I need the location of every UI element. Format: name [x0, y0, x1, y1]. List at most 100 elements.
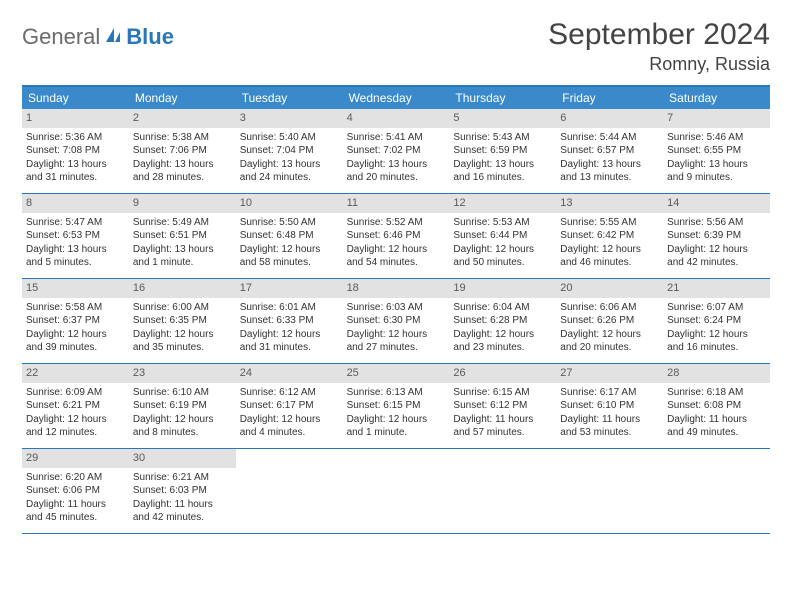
day-number: 2 — [129, 109, 236, 128]
sunrise-line: Sunrise: 6:07 AM — [667, 301, 766, 315]
sunrise-line: Sunrise: 5:50 AM — [240, 216, 339, 230]
sunset-line: Sunset: 6:12 PM — [453, 399, 552, 413]
day-cell: 21Sunrise: 6:07 AMSunset: 6:24 PMDayligh… — [663, 279, 770, 363]
sunrise-line: Sunrise: 6:01 AM — [240, 301, 339, 315]
sunrise-line: Sunrise: 6:15 AM — [453, 386, 552, 400]
header: General Blue September 2024 Romny, Russi… — [22, 18, 770, 75]
month-title: September 2024 — [548, 18, 770, 52]
day-cell: 23Sunrise: 6:10 AMSunset: 6:19 PMDayligh… — [129, 364, 236, 448]
daylight-line: Daylight: 11 hours and 49 minutes. — [667, 413, 766, 440]
sunset-line: Sunset: 6:08 PM — [667, 399, 766, 413]
day-cell: 24Sunrise: 6:12 AMSunset: 6:17 PMDayligh… — [236, 364, 343, 448]
sunset-line: Sunset: 6:10 PM — [560, 399, 659, 413]
sunset-line: Sunset: 6:51 PM — [133, 229, 232, 243]
week-row: 1Sunrise: 5:36 AMSunset: 7:08 PMDaylight… — [22, 109, 770, 194]
logo-text-blue: Blue — [126, 24, 174, 50]
day-number: 25 — [343, 364, 450, 383]
sunset-line: Sunset: 6:21 PM — [26, 399, 125, 413]
sunrise-line: Sunrise: 5:44 AM — [560, 131, 659, 145]
weekday-header: Tuesday — [236, 87, 343, 109]
sunrise-line: Sunrise: 6:09 AM — [26, 386, 125, 400]
day-number: 16 — [129, 279, 236, 298]
sunrise-line: Sunrise: 5:53 AM — [453, 216, 552, 230]
day-number: 28 — [663, 364, 770, 383]
sunrise-line: Sunrise: 6:12 AM — [240, 386, 339, 400]
sunset-line: Sunset: 6:33 PM — [240, 314, 339, 328]
sunrise-line: Sunrise: 6:20 AM — [26, 471, 125, 485]
daylight-line: Daylight: 13 hours and 5 minutes. — [26, 243, 125, 270]
day-number: 14 — [663, 194, 770, 213]
day-cell: 22Sunrise: 6:09 AMSunset: 6:21 PMDayligh… — [22, 364, 129, 448]
day-cell: 1Sunrise: 5:36 AMSunset: 7:08 PMDaylight… — [22, 109, 129, 193]
daylight-line: Daylight: 13 hours and 31 minutes. — [26, 158, 125, 185]
daylight-line: Daylight: 12 hours and 50 minutes. — [453, 243, 552, 270]
day-number: 1 — [22, 109, 129, 128]
daylight-line: Daylight: 12 hours and 4 minutes. — [240, 413, 339, 440]
sunrise-line: Sunrise: 5:36 AM — [26, 131, 125, 145]
sunset-line: Sunset: 6:42 PM — [560, 229, 659, 243]
day-empty — [343, 449, 450, 533]
sunrise-line: Sunrise: 6:13 AM — [347, 386, 446, 400]
daylight-line: Daylight: 11 hours and 45 minutes. — [26, 498, 125, 525]
day-number: 9 — [129, 194, 236, 213]
daylight-line: Daylight: 13 hours and 9 minutes. — [667, 158, 766, 185]
day-number: 17 — [236, 279, 343, 298]
sunrise-line: Sunrise: 6:10 AM — [133, 386, 232, 400]
sunset-line: Sunset: 6:35 PM — [133, 314, 232, 328]
sunrise-line: Sunrise: 6:04 AM — [453, 301, 552, 315]
day-number: 12 — [449, 194, 556, 213]
week-row: 22Sunrise: 6:09 AMSunset: 6:21 PMDayligh… — [22, 364, 770, 449]
daylight-line: Daylight: 12 hours and 27 minutes. — [347, 328, 446, 355]
sunrise-line: Sunrise: 6:18 AM — [667, 386, 766, 400]
sunset-line: Sunset: 6:26 PM — [560, 314, 659, 328]
day-cell: 14Sunrise: 5:56 AMSunset: 6:39 PMDayligh… — [663, 194, 770, 278]
daylight-line: Daylight: 12 hours and 54 minutes. — [347, 243, 446, 270]
day-empty — [556, 449, 663, 533]
sunset-line: Sunset: 6:53 PM — [26, 229, 125, 243]
sunrise-line: Sunrise: 5:49 AM — [133, 216, 232, 230]
day-cell: 7Sunrise: 5:46 AMSunset: 6:55 PMDaylight… — [663, 109, 770, 193]
day-number: 29 — [22, 449, 129, 468]
daylight-line: Daylight: 13 hours and 20 minutes. — [347, 158, 446, 185]
day-cell: 15Sunrise: 5:58 AMSunset: 6:37 PMDayligh… — [22, 279, 129, 363]
sunset-line: Sunset: 6:15 PM — [347, 399, 446, 413]
title-block: September 2024 Romny, Russia — [548, 18, 770, 75]
day-cell: 3Sunrise: 5:40 AMSunset: 7:04 PMDaylight… — [236, 109, 343, 193]
sunrise-line: Sunrise: 5:43 AM — [453, 131, 552, 145]
sunrise-line: Sunrise: 6:00 AM — [133, 301, 232, 315]
location: Romny, Russia — [548, 54, 770, 75]
daylight-line: Daylight: 12 hours and 1 minute. — [347, 413, 446, 440]
weekday-header: Friday — [556, 87, 663, 109]
sunrise-line: Sunrise: 5:56 AM — [667, 216, 766, 230]
day-cell: 2Sunrise: 5:38 AMSunset: 7:06 PMDaylight… — [129, 109, 236, 193]
day-number: 20 — [556, 279, 663, 298]
week-row: 15Sunrise: 5:58 AMSunset: 6:37 PMDayligh… — [22, 279, 770, 364]
daylight-line: Daylight: 11 hours and 53 minutes. — [560, 413, 659, 440]
day-number: 27 — [556, 364, 663, 383]
daylight-line: Daylight: 12 hours and 42 minutes. — [667, 243, 766, 270]
sunrise-line: Sunrise: 5:46 AM — [667, 131, 766, 145]
sunset-line: Sunset: 6:37 PM — [26, 314, 125, 328]
day-cell: 29Sunrise: 6:20 AMSunset: 6:06 PMDayligh… — [22, 449, 129, 533]
day-cell: 13Sunrise: 5:55 AMSunset: 6:42 PMDayligh… — [556, 194, 663, 278]
sunrise-line: Sunrise: 5:55 AM — [560, 216, 659, 230]
sunrise-line: Sunrise: 6:03 AM — [347, 301, 446, 315]
weekday-header: Saturday — [663, 87, 770, 109]
day-cell: 10Sunrise: 5:50 AMSunset: 6:48 PMDayligh… — [236, 194, 343, 278]
week-row: 29Sunrise: 6:20 AMSunset: 6:06 PMDayligh… — [22, 449, 770, 534]
sunset-line: Sunset: 7:06 PM — [133, 144, 232, 158]
day-number: 11 — [343, 194, 450, 213]
week-row: 8Sunrise: 5:47 AMSunset: 6:53 PMDaylight… — [22, 194, 770, 279]
day-cell: 27Sunrise: 6:17 AMSunset: 6:10 PMDayligh… — [556, 364, 663, 448]
sunset-line: Sunset: 6:28 PM — [453, 314, 552, 328]
day-number: 3 — [236, 109, 343, 128]
day-number: 26 — [449, 364, 556, 383]
daylight-line: Daylight: 13 hours and 24 minutes. — [240, 158, 339, 185]
day-number: 18 — [343, 279, 450, 298]
day-number: 19 — [449, 279, 556, 298]
daylight-line: Daylight: 11 hours and 57 minutes. — [453, 413, 552, 440]
daylight-line: Daylight: 13 hours and 28 minutes. — [133, 158, 232, 185]
logo-sail-icon — [104, 26, 124, 49]
day-cell: 6Sunrise: 5:44 AMSunset: 6:57 PMDaylight… — [556, 109, 663, 193]
sunset-line: Sunset: 6:17 PM — [240, 399, 339, 413]
